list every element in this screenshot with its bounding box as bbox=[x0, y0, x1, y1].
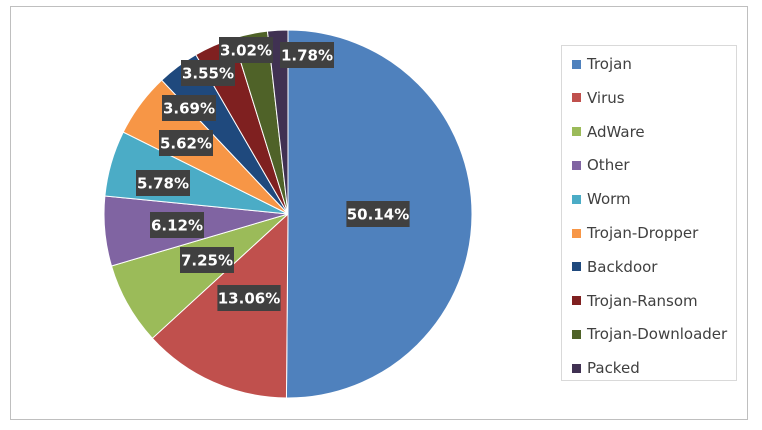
svg-text:5.78%: 5.78% bbox=[137, 175, 189, 193]
legend-swatch bbox=[572, 160, 581, 170]
data-label-trojan: 50.14% bbox=[346, 201, 410, 227]
legend-swatch bbox=[572, 228, 581, 238]
legend-label: Backdoor bbox=[587, 257, 658, 276]
data-label-trojan-ransom: 3.55% bbox=[181, 60, 235, 86]
svg-text:50.14%: 50.14% bbox=[347, 206, 409, 224]
legend-label: Virus bbox=[587, 88, 625, 107]
legend-label: Trojan-Dropper bbox=[587, 224, 699, 242]
legend-item-worm: Worm bbox=[572, 189, 631, 209]
legend-label: AdWare bbox=[587, 122, 645, 141]
legend: Trojan Virus AdWare Other Worm Trojan-Dropper… bbox=[561, 45, 737, 381]
data-label-backdoor: 3.69% bbox=[162, 95, 216, 121]
svg-text:3.55%: 3.55% bbox=[182, 65, 234, 83]
legend-item-trojan: Trojan bbox=[572, 54, 632, 74]
legend-swatch bbox=[572, 93, 581, 103]
legend-label: Worm bbox=[587, 190, 631, 209]
legend-label: Trojan-Ransom bbox=[587, 291, 698, 310]
legend-item-other: Other bbox=[572, 155, 630, 175]
legend-label: Trojan bbox=[587, 55, 632, 73]
pie-slice-packed bbox=[266, 29, 289, 215]
data-label-trojan-dropper: 5.62% bbox=[159, 130, 213, 156]
data-label-packed: 1.78% bbox=[280, 42, 334, 68]
legend-item-adware: AdWare bbox=[572, 122, 645, 142]
legend-label: Packed bbox=[587, 359, 640, 378]
legend-swatch bbox=[572, 59, 581, 69]
data-label-trojan-downloader: 3.02% bbox=[219, 37, 273, 63]
legend-item-packed: Packed bbox=[572, 358, 640, 378]
svg-text:6.12%: 6.12% bbox=[151, 217, 203, 235]
legend-label: Trojan-Downloader bbox=[587, 325, 728, 344]
legend-label: Other bbox=[587, 156, 630, 175]
legend-swatch bbox=[572, 262, 581, 272]
legend-swatch bbox=[572, 194, 581, 204]
data-label-adware: 7.25% bbox=[180, 247, 234, 273]
data-label-virus: 13.06% bbox=[217, 285, 281, 311]
legend-item-trojan-dropper: Trojan-Dropper bbox=[572, 223, 698, 243]
legend-item-backdoor: Backdoor bbox=[572, 257, 657, 277]
legend-item-trojan-ransom: Trojan-Ransom bbox=[572, 291, 698, 311]
svg-text:13.06%: 13.06% bbox=[218, 290, 280, 308]
svg-text:3.02%: 3.02% bbox=[220, 42, 272, 60]
legend-item-virus: Virus bbox=[572, 88, 625, 108]
legend-swatch bbox=[572, 363, 581, 373]
legend-swatch bbox=[572, 127, 581, 137]
legend-swatch bbox=[572, 296, 581, 306]
svg-text:5.62%: 5.62% bbox=[160, 135, 212, 153]
legend-swatch bbox=[572, 329, 581, 339]
data-label-other: 6.12% bbox=[150, 212, 204, 238]
legend-item-trojan-downloader: Trojan-Downloader bbox=[572, 324, 727, 344]
svg-text:7.25%: 7.25% bbox=[181, 252, 233, 270]
svg-text:1.78%: 1.78% bbox=[281, 47, 333, 65]
data-label-worm: 5.78% bbox=[136, 170, 190, 196]
svg-text:3.69%: 3.69% bbox=[163, 100, 215, 118]
